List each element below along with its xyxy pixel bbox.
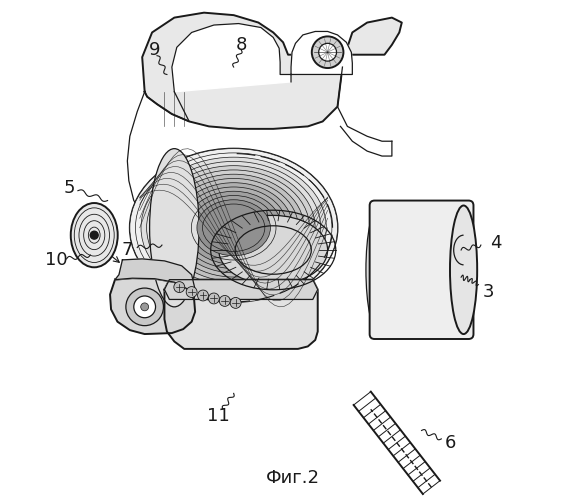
Text: 8: 8 (236, 36, 247, 54)
Text: 6: 6 (445, 434, 456, 452)
Circle shape (230, 298, 241, 308)
Ellipse shape (197, 200, 270, 256)
Circle shape (319, 44, 336, 61)
Ellipse shape (163, 174, 304, 282)
Ellipse shape (175, 182, 293, 273)
Text: 5: 5 (64, 179, 75, 197)
Text: 11: 11 (207, 406, 230, 424)
Text: 9: 9 (149, 41, 161, 58)
Circle shape (90, 231, 98, 239)
Circle shape (312, 36, 343, 68)
Ellipse shape (186, 191, 282, 264)
Circle shape (141, 303, 149, 311)
Ellipse shape (141, 157, 326, 298)
Circle shape (209, 293, 219, 304)
Text: Фиг.2: Фиг.2 (266, 470, 320, 488)
Text: 3: 3 (482, 283, 494, 301)
Ellipse shape (71, 203, 118, 268)
Ellipse shape (149, 148, 199, 307)
Polygon shape (165, 280, 318, 349)
Polygon shape (110, 278, 195, 334)
Ellipse shape (366, 206, 393, 334)
FancyBboxPatch shape (370, 200, 473, 339)
Circle shape (219, 296, 230, 306)
Ellipse shape (450, 206, 477, 334)
Circle shape (174, 282, 185, 292)
Polygon shape (115, 259, 195, 300)
Ellipse shape (130, 148, 338, 307)
Ellipse shape (152, 166, 315, 290)
Ellipse shape (130, 148, 338, 307)
Circle shape (197, 290, 209, 301)
Circle shape (186, 286, 197, 298)
Text: 10: 10 (45, 251, 68, 269)
Polygon shape (172, 24, 352, 92)
Polygon shape (142, 12, 402, 129)
Circle shape (134, 296, 155, 318)
Text: 7: 7 (122, 241, 133, 259)
Ellipse shape (219, 216, 328, 284)
Text: 4: 4 (490, 234, 502, 252)
Polygon shape (165, 280, 318, 299)
Circle shape (126, 288, 163, 326)
